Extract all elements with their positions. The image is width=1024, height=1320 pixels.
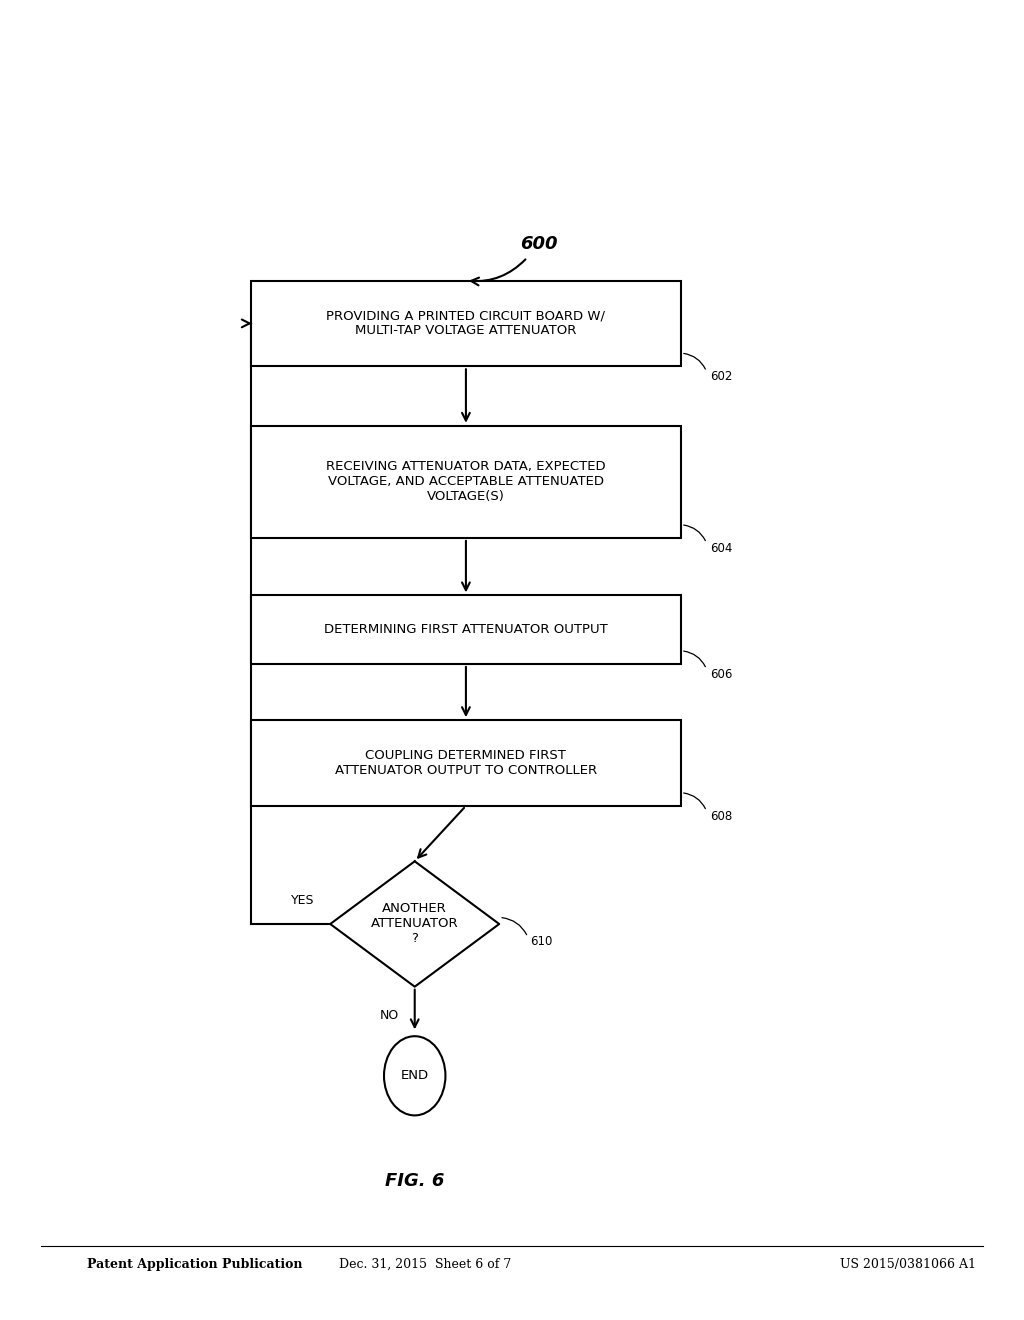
Text: RECEIVING ATTENUATOR DATA, EXPECTED
VOLTAGE, AND ACCEPTABLE ATTENUATED
VOLTAGE(S: RECEIVING ATTENUATOR DATA, EXPECTED VOLT… bbox=[326, 461, 606, 503]
FancyBboxPatch shape bbox=[251, 425, 681, 539]
Text: END: END bbox=[400, 1069, 429, 1082]
Text: US 2015/0381066 A1: US 2015/0381066 A1 bbox=[840, 1258, 976, 1271]
Text: 606: 606 bbox=[710, 668, 732, 681]
FancyBboxPatch shape bbox=[251, 595, 681, 664]
Text: DETERMINING FIRST ATTENUATOR OUTPUT: DETERMINING FIRST ATTENUATOR OUTPUT bbox=[324, 623, 608, 636]
Text: Dec. 31, 2015  Sheet 6 of 7: Dec. 31, 2015 Sheet 6 of 7 bbox=[339, 1258, 511, 1271]
Text: 602: 602 bbox=[710, 370, 732, 383]
Text: 608: 608 bbox=[710, 809, 732, 822]
Text: COUPLING DETERMINED FIRST
ATTENUATOR OUTPUT TO CONTROLLER: COUPLING DETERMINED FIRST ATTENUATOR OUT… bbox=[335, 748, 597, 777]
FancyBboxPatch shape bbox=[251, 721, 681, 805]
Text: 610: 610 bbox=[530, 935, 552, 948]
Text: 600: 600 bbox=[520, 235, 558, 253]
Text: PROVIDING A PRINTED CIRCUIT BOARD W/
MULTI-TAP VOLTAGE ATTENUATOR: PROVIDING A PRINTED CIRCUIT BOARD W/ MUL… bbox=[327, 309, 605, 338]
Text: Patent Application Publication: Patent Application Publication bbox=[87, 1258, 302, 1271]
Polygon shape bbox=[330, 861, 500, 986]
Text: ANOTHER
ATTENUATOR
?: ANOTHER ATTENUATOR ? bbox=[371, 903, 459, 945]
Text: FIG. 6: FIG. 6 bbox=[385, 1172, 444, 1191]
Circle shape bbox=[384, 1036, 445, 1115]
Text: 604: 604 bbox=[710, 541, 732, 554]
FancyBboxPatch shape bbox=[251, 281, 681, 366]
Text: NO: NO bbox=[380, 1010, 399, 1022]
Text: YES: YES bbox=[292, 894, 315, 907]
